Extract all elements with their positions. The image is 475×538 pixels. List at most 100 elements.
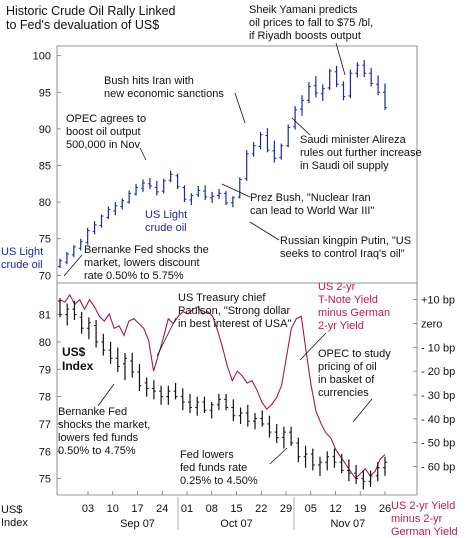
oil-bar [182, 185, 187, 203]
x-month-label: Oct 07 [220, 518, 252, 530]
opec-boost-line-1: OPEC agrees to [66, 113, 146, 125]
title-line-1: Historic Crude Oil Rally Linked [6, 4, 176, 18]
oil-bar [223, 191, 228, 206]
oil-bar [210, 191, 215, 203]
x-tick-label: 15 [230, 503, 242, 515]
opec-study-line-4: currencies [318, 387, 369, 399]
spread-tick-label: - 50 bp [421, 438, 455, 450]
annotation-putin: Russian kingpin Putin, "US seeks to cont… [249, 221, 411, 260]
usd-bar [260, 410, 265, 427]
bernanke-discount-line-3: rate 0.50% to 5.75% [84, 270, 184, 282]
usd-bar [318, 456, 322, 476]
spread-corner-2: minus 2-yr [391, 513, 443, 525]
bernanke-discount-leader [63, 254, 83, 277]
fed-lowers-line-1: Fed lowers [180, 449, 234, 461]
x-tick-label: 22 [255, 503, 267, 515]
bernanke-funds-line-3: lowers fed funds [58, 432, 139, 444]
usd-bar [79, 311, 84, 334]
usd-bar [65, 303, 70, 326]
oil-bar [230, 196, 235, 208]
usd-bar [274, 423, 279, 444]
usd-bar [151, 380, 156, 400]
spread-tick-label: +10 bp [421, 295, 455, 307]
usd-bar [303, 445, 308, 468]
oil-bar [58, 258, 62, 269]
oil-bar [272, 140, 277, 163]
x-tick-label: 24 [156, 503, 168, 515]
usd-bar [101, 333, 106, 356]
oil-bar [161, 178, 166, 194]
annotation-prez-bush: Prez Bush, "Nuclear Iran can lead to Wor… [221, 183, 374, 217]
usd-index-label: US$ Index US$ Index [1, 345, 94, 529]
spread-series-label: US 2-yr T-Note Yield minus German 2-yr Y… [299, 281, 458, 538]
usd-bar [180, 388, 185, 411]
oil-tick-label: 85 [39, 161, 51, 173]
usd-bar [130, 352, 135, 378]
paulson-line-3: in best interest of USA" [178, 318, 291, 330]
oil-bar [168, 170, 173, 183]
title-line-2: to Fed's devaluation of US$ [6, 18, 159, 32]
oil-bar [376, 75, 381, 96]
x-tick-label: 03 [82, 503, 94, 515]
annotation-bernanke-discount: Bernanke Fed shocks the market, lowers d… [63, 244, 209, 282]
oil-bar [265, 128, 270, 153]
usd-tick-label: 76 [39, 446, 51, 458]
oil-bar [369, 68, 374, 87]
oil-tick-label: 95 [39, 87, 51, 99]
paulson-line-1: US Treasury chief [178, 292, 266, 304]
usd-bar [361, 470, 366, 490]
alireza-line-3: in Saudi oil supply [300, 160, 389, 172]
usd-bar [368, 470, 373, 487]
x-tick-label: 26 [379, 503, 391, 515]
usd-bar [253, 413, 257, 430]
spread-tick-label: - 40 bp [421, 414, 455, 426]
usd-bar [231, 399, 236, 422]
annotation-fed-lowers: Fed lowers fed funds rate 0.25% to 4.50% [180, 447, 288, 487]
oil-bar [320, 84, 325, 102]
usd-bar [332, 448, 337, 468]
opec-study-line-2: pricing of oil [318, 361, 377, 373]
spread-corner-1: US 2-yr Yield [391, 500, 455, 512]
oil-bar [113, 202, 118, 216]
oil-bar [196, 186, 201, 197]
oil-bar [279, 143, 284, 160]
bernanke-discount-line-1: Bernanke Fed shocks the [84, 244, 209, 256]
oil-bar [341, 81, 346, 101]
putin-leader [249, 221, 280, 241]
x-tick-label: 10 [107, 503, 119, 515]
oil-bar [120, 198, 125, 210]
alireza-line-2: rules out further increase [300, 147, 422, 159]
oil-bar [286, 124, 291, 148]
usd-bar [108, 341, 113, 364]
x-tick-label: 05 [305, 503, 317, 515]
spread-y-axis: +10 bp zero - 10 bp - 20 bp - 30 bp - 40 bp - … [413, 295, 455, 473]
usd-label-2: Index [62, 359, 94, 373]
usd-bar [159, 385, 164, 405]
usd-tick-label: 79 [39, 364, 51, 376]
spread-label-leader [299, 332, 327, 361]
oil-bar [134, 183, 139, 196]
oil-bar [78, 238, 83, 251]
oil-bar [189, 193, 194, 206]
usd-tick-label: 80 [39, 337, 51, 349]
bush-iran-line-1: Bush hits Iran with [104, 75, 194, 87]
spread-tick-label: zero [421, 318, 442, 330]
annotation-alireza: Saudi minister Alireza rules out further… [291, 117, 422, 172]
usd-bar [216, 393, 221, 411]
usd-bar [310, 448, 315, 471]
oil-bar [106, 206, 111, 219]
oil-label-inside-1: US Light [145, 209, 187, 221]
x-tick-label: 12 [329, 503, 341, 515]
oil-tick-label: 75 [39, 234, 51, 246]
spread-tick-label: - 30 bp [421, 390, 455, 402]
opec-boost-line-3: 500,000 in Nov [66, 139, 140, 151]
x-tick-label: 01 [181, 503, 193, 515]
fed-lowers-line-3: 0.25% to 4.50% [180, 475, 258, 487]
usd-bar [195, 396, 200, 416]
oil-bar [85, 227, 90, 245]
usd-tick-label: 78 [39, 392, 51, 404]
annotation-opec-study: OPEC to study pricing of oil in basket o… [318, 348, 391, 423]
oil-bar [237, 177, 242, 199]
opec-boost-line-2: boost oil output [66, 126, 141, 138]
